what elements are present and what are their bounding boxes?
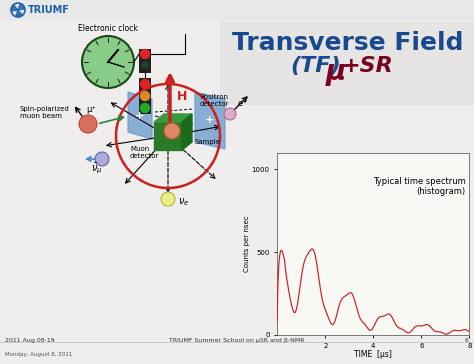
Circle shape: [224, 108, 236, 120]
Text: μ⁺: μ⁺: [86, 105, 96, 114]
Circle shape: [79, 115, 97, 133]
Circle shape: [95, 152, 109, 166]
Text: Monday, August 8, 2011: Monday, August 8, 2011: [5, 352, 72, 356]
Bar: [220, 22, 474, 104]
Bar: [154, 122, 182, 150]
Text: TRIUMF: TRIUMF: [28, 5, 70, 15]
Circle shape: [140, 60, 149, 70]
Text: Typical time spectrum
(histogram): Typical time spectrum (histogram): [373, 177, 465, 196]
Circle shape: [82, 36, 134, 88]
Wedge shape: [16, 10, 22, 16]
Polygon shape: [128, 92, 152, 139]
Circle shape: [142, 62, 148, 68]
Text: Positron
detector: Positron detector: [200, 94, 229, 107]
Text: Sample: Sample: [195, 139, 221, 145]
Text: e⁺: e⁺: [238, 99, 248, 108]
Circle shape: [140, 91, 149, 100]
Text: +: +: [136, 111, 145, 121]
Text: $\bar{\nu}_\mu$: $\bar{\nu}_\mu$: [91, 161, 103, 176]
Text: 6: 6: [465, 338, 469, 343]
Bar: [139, 78, 151, 114]
Text: (TF)-: (TF)-: [290, 56, 350, 76]
Circle shape: [140, 103, 149, 112]
Text: μ: μ: [326, 58, 346, 86]
Polygon shape: [195, 92, 225, 149]
Wedge shape: [18, 4, 24, 10]
Wedge shape: [12, 5, 18, 11]
Text: +SR: +SR: [342, 56, 394, 76]
X-axis label: TIME  [μs]: TIME [μs]: [355, 350, 392, 359]
Text: Spin-polarized
muon beam: Spin-polarized muon beam: [20, 106, 70, 119]
Text: +: +: [205, 115, 215, 125]
Text: $\nu_e$: $\nu_e$: [178, 196, 189, 208]
Text: TRIUMF Summer School on μSR and β-NMR: TRIUMF Summer School on μSR and β-NMR: [169, 338, 305, 343]
Polygon shape: [154, 114, 192, 122]
Circle shape: [140, 79, 149, 88]
Text: Electronic clock: Electronic clock: [78, 24, 138, 33]
Text: Muon
detector: Muon detector: [130, 146, 159, 159]
Circle shape: [161, 192, 175, 206]
Circle shape: [140, 50, 149, 59]
Circle shape: [164, 123, 180, 139]
Polygon shape: [182, 114, 192, 150]
Text: Transverse Field: Transverse Field: [232, 31, 464, 55]
Bar: [0, 0, 474, 19]
Y-axis label: Counts per nsec: Counts per nsec: [244, 215, 250, 272]
Bar: [139, 49, 151, 73]
Text: 2011 Aug 08-19: 2011 Aug 08-19: [5, 338, 55, 343]
Text: H: H: [177, 90, 187, 103]
